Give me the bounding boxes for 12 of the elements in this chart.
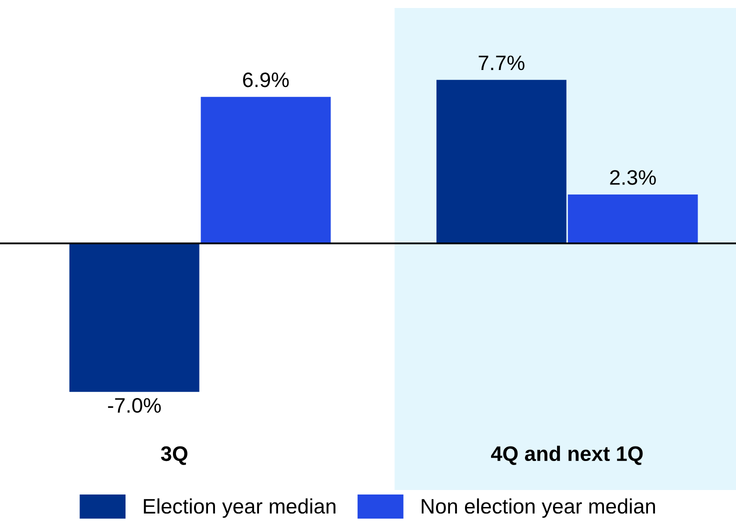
- data-label: -7.0%: [108, 398, 161, 413]
- data-label: 6.9%: [243, 72, 289, 88]
- legend-label: Non election year median: [422, 498, 655, 518]
- bar: [69, 243, 200, 392]
- data-label: 2.3%: [610, 170, 656, 185]
- x-tick-label: 4Q and next 1Q: [491, 446, 643, 465]
- bar: [568, 194, 698, 244]
- x-tick-label: 3Q: [160, 446, 188, 465]
- data-label: 7.7%: [478, 56, 524, 70]
- bar: [200, 96, 331, 244]
- legend-label: Election year median: [144, 498, 336, 518]
- bar: [436, 80, 566, 244]
